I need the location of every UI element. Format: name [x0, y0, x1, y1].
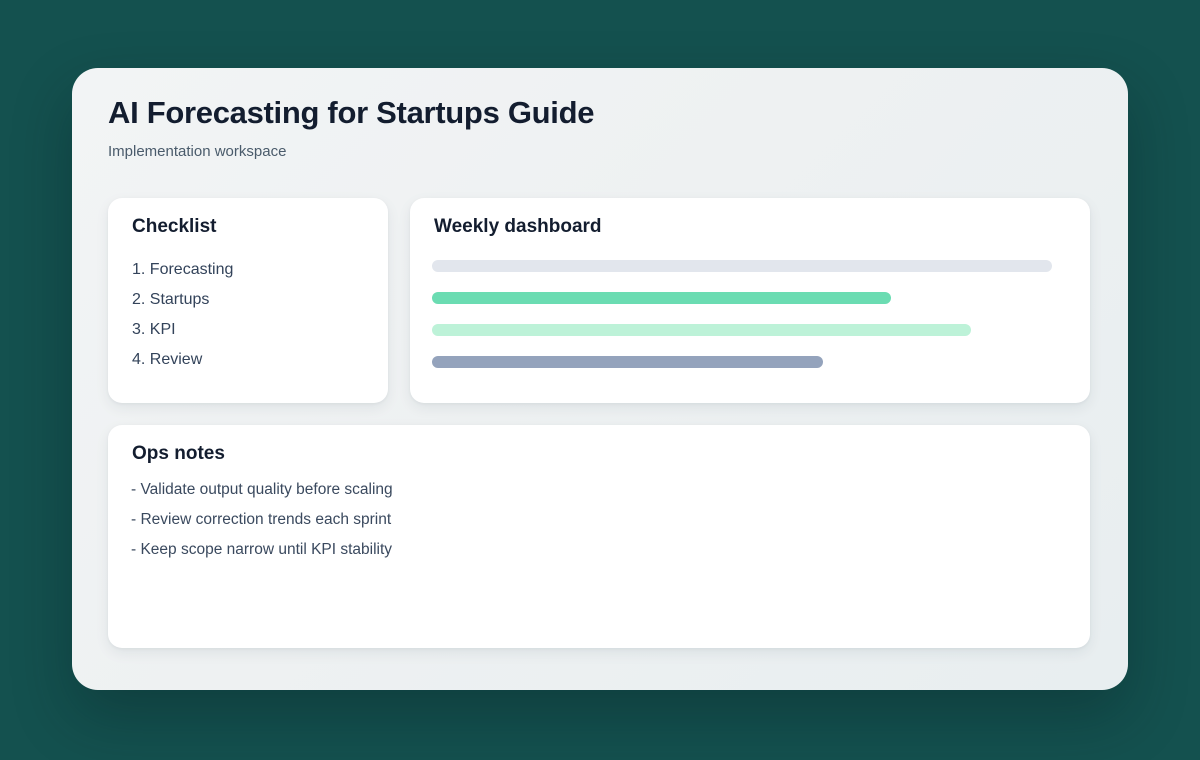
page-subtitle: Implementation workspace	[108, 143, 287, 160]
checklist-card: Checklist 1. Forecasting 2. Startups 3. KP…	[108, 198, 388, 403]
progress-bar-row	[432, 260, 1052, 272]
weekly-dashboard-card-title: Weekly dashboard	[434, 216, 602, 237]
ops-note-item: - Review correction trends each sprint	[131, 511, 392, 528]
checklist-list: 1. Forecasting 2. Startups 3. KPI 4. Review	[132, 255, 374, 375]
ops-notes-card-title: Ops notes	[132, 443, 225, 464]
progress-bar-fill-3	[432, 324, 972, 336]
progress-bar-row	[432, 356, 1052, 368]
ops-note-item: - Keep scope narrow until KPI stability	[131, 541, 393, 558]
ops-notes-list: - Validate output quality before scaling…	[131, 475, 1074, 565]
progress-bar-chart	[432, 260, 1052, 368]
checklist-item[interactable]: 2. Startups	[132, 291, 210, 308]
checklist-card-title: Checklist	[132, 216, 217, 237]
progress-bar-fill-1	[432, 260, 1052, 272]
checklist-item[interactable]: 1. Forecasting	[132, 261, 234, 278]
progress-bar-row	[432, 324, 1052, 336]
progress-bar-row	[432, 292, 1052, 304]
page-title: AI Forecasting for Startups Guide	[108, 95, 595, 130]
progress-bar-fill-4	[432, 356, 823, 368]
ops-note-item: - Validate output quality before scaling	[131, 481, 393, 498]
checklist-item[interactable]: 4. Review	[132, 351, 203, 368]
main-panel: AI Forecasting for Startups Guide Implem…	[72, 68, 1128, 690]
weekly-dashboard-card: Weekly dashboard	[410, 198, 1090, 403]
progress-bar-fill-2	[432, 292, 891, 304]
ops-notes-card: Ops notes - Validate output quality befo…	[108, 425, 1090, 648]
checklist-item[interactable]: 3. KPI	[132, 321, 176, 338]
